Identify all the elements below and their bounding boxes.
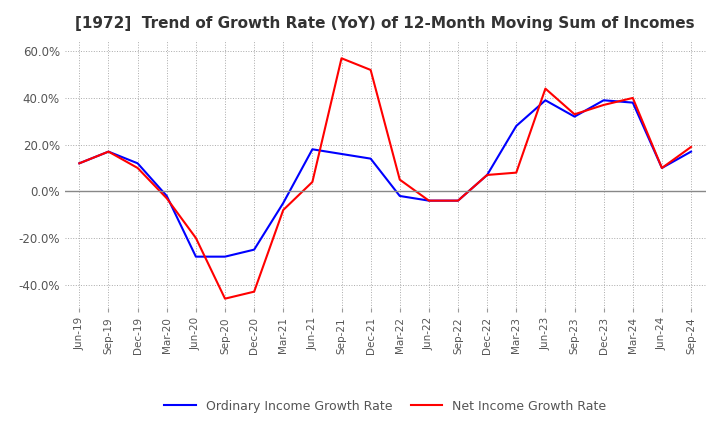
Ordinary Income Growth Rate	[163, 193, 171, 198]
Net Income Growth Rate	[687, 144, 696, 150]
Net Income Growth Rate	[366, 67, 375, 73]
Net Income Growth Rate	[483, 172, 492, 178]
Net Income Growth Rate	[599, 103, 608, 108]
Ordinary Income Growth Rate	[308, 147, 317, 152]
Ordinary Income Growth Rate	[220, 254, 229, 259]
Ordinary Income Growth Rate	[657, 165, 666, 171]
Ordinary Income Growth Rate	[541, 98, 550, 103]
Net Income Growth Rate	[250, 289, 258, 294]
Net Income Growth Rate	[454, 198, 462, 203]
Line: Net Income Growth Rate: Net Income Growth Rate	[79, 58, 691, 299]
Ordinary Income Growth Rate	[395, 193, 404, 198]
Net Income Growth Rate	[395, 177, 404, 182]
Title: [1972]  Trend of Growth Rate (YoY) of 12-Month Moving Sum of Incomes: [1972] Trend of Growth Rate (YoY) of 12-…	[76, 16, 695, 32]
Net Income Growth Rate	[133, 165, 142, 171]
Ordinary Income Growth Rate	[366, 156, 375, 161]
Net Income Growth Rate	[570, 112, 579, 117]
Ordinary Income Growth Rate	[599, 98, 608, 103]
Net Income Growth Rate	[279, 207, 287, 213]
Net Income Growth Rate	[308, 180, 317, 185]
Ordinary Income Growth Rate	[629, 100, 637, 105]
Net Income Growth Rate	[512, 170, 521, 175]
Ordinary Income Growth Rate	[104, 149, 113, 154]
Ordinary Income Growth Rate	[570, 114, 579, 119]
Net Income Growth Rate	[541, 86, 550, 91]
Net Income Growth Rate	[629, 95, 637, 101]
Ordinary Income Growth Rate	[425, 198, 433, 203]
Net Income Growth Rate	[163, 196, 171, 201]
Ordinary Income Growth Rate	[337, 151, 346, 157]
Ordinary Income Growth Rate	[250, 247, 258, 252]
Net Income Growth Rate	[425, 198, 433, 203]
Ordinary Income Growth Rate	[75, 161, 84, 166]
Net Income Growth Rate	[220, 296, 229, 301]
Ordinary Income Growth Rate	[687, 149, 696, 154]
Net Income Growth Rate	[192, 235, 200, 241]
Net Income Growth Rate	[104, 149, 113, 154]
Line: Ordinary Income Growth Rate: Ordinary Income Growth Rate	[79, 100, 691, 257]
Net Income Growth Rate	[657, 165, 666, 171]
Ordinary Income Growth Rate	[454, 198, 462, 203]
Net Income Growth Rate	[75, 161, 84, 166]
Ordinary Income Growth Rate	[279, 200, 287, 205]
Ordinary Income Growth Rate	[192, 254, 200, 259]
Legend: Ordinary Income Growth Rate, Net Income Growth Rate: Ordinary Income Growth Rate, Net Income …	[159, 395, 611, 418]
Ordinary Income Growth Rate	[133, 161, 142, 166]
Ordinary Income Growth Rate	[512, 123, 521, 128]
Ordinary Income Growth Rate	[483, 172, 492, 178]
Net Income Growth Rate	[337, 55, 346, 61]
